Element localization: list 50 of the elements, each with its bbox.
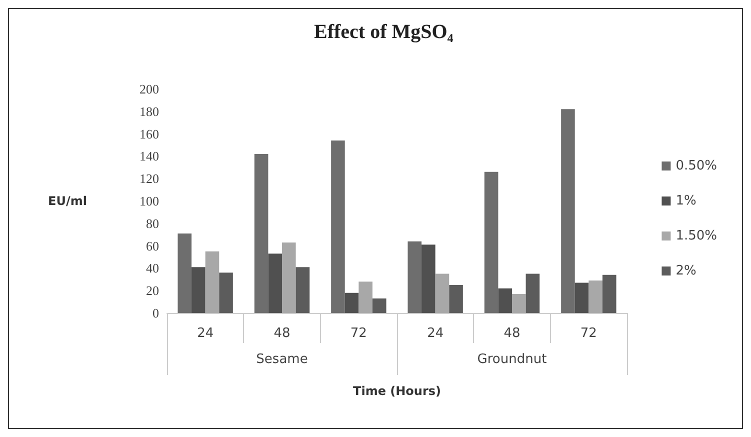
x-tick-label: 72 <box>350 326 367 341</box>
bar <box>296 267 310 313</box>
y-tick-label: 120 <box>140 171 159 186</box>
y-tick-label: 40 <box>146 260 159 276</box>
y-tick-label: 80 <box>146 216 159 231</box>
bar <box>268 254 282 313</box>
bar <box>331 140 345 313</box>
x-tick-label: 48 <box>274 326 290 341</box>
bar <box>192 267 206 313</box>
bar <box>282 242 296 313</box>
bar <box>498 288 512 313</box>
bar <box>205 251 220 313</box>
legend-label: 0.50% <box>676 158 718 174</box>
y-tick-label: 0 <box>152 306 159 320</box>
y-tick-label: 200 <box>140 82 159 96</box>
legend-label: 1% <box>676 194 696 208</box>
y-tick-label: 100 <box>140 194 159 208</box>
bar <box>408 241 422 313</box>
y-tick-label: 140 <box>140 148 159 164</box>
y-tick-label: 160 <box>140 126 159 142</box>
bar <box>574 282 589 313</box>
bar <box>512 294 526 313</box>
bar <box>344 292 359 313</box>
x-axis-title: Time (Hours) <box>353 384 441 398</box>
legend-label: 1.50% <box>676 228 718 244</box>
bar <box>602 274 616 313</box>
bar <box>254 154 268 313</box>
bar <box>526 274 540 313</box>
x-tick-label: 72 <box>580 326 597 341</box>
y-tick-label: 20 <box>146 283 159 298</box>
bar <box>372 298 386 313</box>
bar <box>561 109 575 313</box>
y-axis-title: EU/ml <box>48 194 87 208</box>
x-tick-label: 48 <box>504 326 520 341</box>
bar <box>358 282 372 313</box>
bar <box>435 274 450 313</box>
bar <box>484 172 498 313</box>
legend-label: 2% <box>676 264 696 278</box>
x-tick-label: 24 <box>197 326 214 341</box>
bar <box>588 280 602 313</box>
y-tick-label: 60 <box>146 238 159 254</box>
bar <box>449 285 463 313</box>
chart-title: Effect of MgSO₄ <box>314 21 454 43</box>
bar <box>422 244 436 313</box>
bar <box>219 272 233 313</box>
text: Sesame <box>256 352 308 367</box>
text: Groundnut <box>477 352 547 367</box>
x-tick-label: 24 <box>427 326 444 341</box>
y-tick-label: 180 <box>140 104 159 119</box>
bar <box>178 233 192 313</box>
